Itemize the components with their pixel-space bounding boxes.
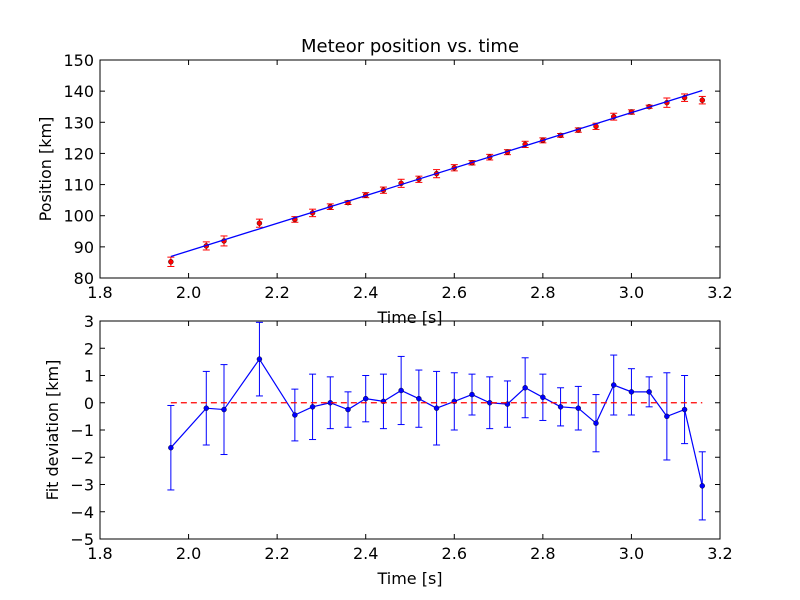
deviation-x-tick-label: 2.2 [264,544,289,563]
data-point [433,405,440,411]
deviation-y-tick-label: −2 [70,448,94,467]
position-x-tick-label: 3.2 [707,283,732,302]
data-point [664,413,670,420]
position-y-tick-label: 140 [63,82,94,101]
position-marks [167,89,706,267]
data-point [221,406,227,413]
deviation-x-tick-label: 2.4 [353,544,378,563]
position-x-tick-label: 2.4 [353,283,378,302]
data-point [628,389,635,395]
data-point [699,483,705,489]
position-y-tick-label: 120 [63,144,94,163]
data-point [699,97,705,103]
data-point [593,420,599,426]
position-x-tick-label: 3.0 [619,283,644,302]
position-axis-ticks: 1.8 2.0 2.2 2.4 2.6 2.8 3.0 3.2 80 90 100 110 120 130… [63,51,732,302]
deviation-y-tick-label: 3 [84,312,94,331]
deviation-x-tick-label: 2.6 [442,544,467,563]
deviation-x-tick-label: 1.8 [87,544,112,563]
data-point [256,356,263,362]
deviation-x-tick-label: 3.0 [619,544,644,563]
position-x-tick-label: 2.2 [264,283,289,302]
deviation-x-tick-label: 3.2 [707,544,732,563]
deviation-y-tick-label: 2 [84,339,94,358]
deviation-x-tick-label: 2.0 [176,544,201,563]
position-subplot: Meteor position vs. time 1.8 2.0 2.2 2.4 2.6… [36,36,733,327]
deviation-axis-ticks: 1.8 2.0 2.2 2.4 2.6 2.8 3.0 3.2 −5 −4 −3 −2 −1 0 1 2 3 [70,312,732,563]
deviation-y-tick-label: 1 [84,367,94,386]
position-y-tick-label: 100 [63,207,94,226]
deviation-y-tick-label: −4 [70,503,94,522]
position-x-tick-label: 2.0 [176,283,201,302]
data-point [168,259,174,265]
deviation-subplot: 1.8 2.0 2.2 2.4 2.6 2.8 3.0 3.2 −5 −4 −3 −2 −1 0 1 2 3 T… [43,312,733,588]
deviation-plot-area [167,321,706,521]
position-y-tick-label: 150 [63,51,94,70]
position-x-tick-label: 2.8 [530,283,555,302]
data-point [611,382,617,388]
data-point [469,391,475,398]
data-point [646,389,652,395]
position-x-tick-label: 2.6 [442,283,467,302]
fit-line [170,89,703,258]
data-point [398,387,404,394]
position-y-tick-label: 90 [74,238,94,257]
deviation-y-tick-label: 0 [84,394,94,413]
data-point [256,220,263,226]
data-point [540,394,546,400]
data-point [363,395,369,402]
position-plot-area [167,89,706,267]
position-axes-frame [99,59,721,279]
data-point [309,404,316,410]
deviation-y-axis-label: Fit deviation [km] [43,360,62,501]
data-point [203,405,209,411]
data-point [168,445,174,451]
data-point [416,395,422,402]
position-y-tick-label: 80 [74,269,94,288]
deviation-line [170,358,703,486]
position-y-tick-label: 110 [63,176,94,195]
data-point [345,406,351,413]
deviation-y-tick-label: −3 [70,476,94,495]
data-point [681,406,688,413]
deviation-marks [167,321,706,521]
data-point [522,385,528,391]
position-y-axis-label: Position [km] [36,117,55,222]
deviation-y-tick-label: −1 [70,421,94,440]
data-point [575,405,581,411]
deviation-y-tick-label: −5 [70,530,94,549]
data-point [292,412,298,418]
data-point [557,404,564,410]
position-x-axis-label: Time [s] [376,308,442,327]
deviation-x-tick-label: 2.8 [530,544,555,563]
position-x-tick-label: 1.8 [87,283,112,302]
deviation-axes-frame [99,320,721,540]
position-y-tick-label: 130 [63,113,94,132]
chart-title: Meteor position vs. time [301,36,519,57]
deviation-x-axis-label: Time [s] [376,569,442,588]
